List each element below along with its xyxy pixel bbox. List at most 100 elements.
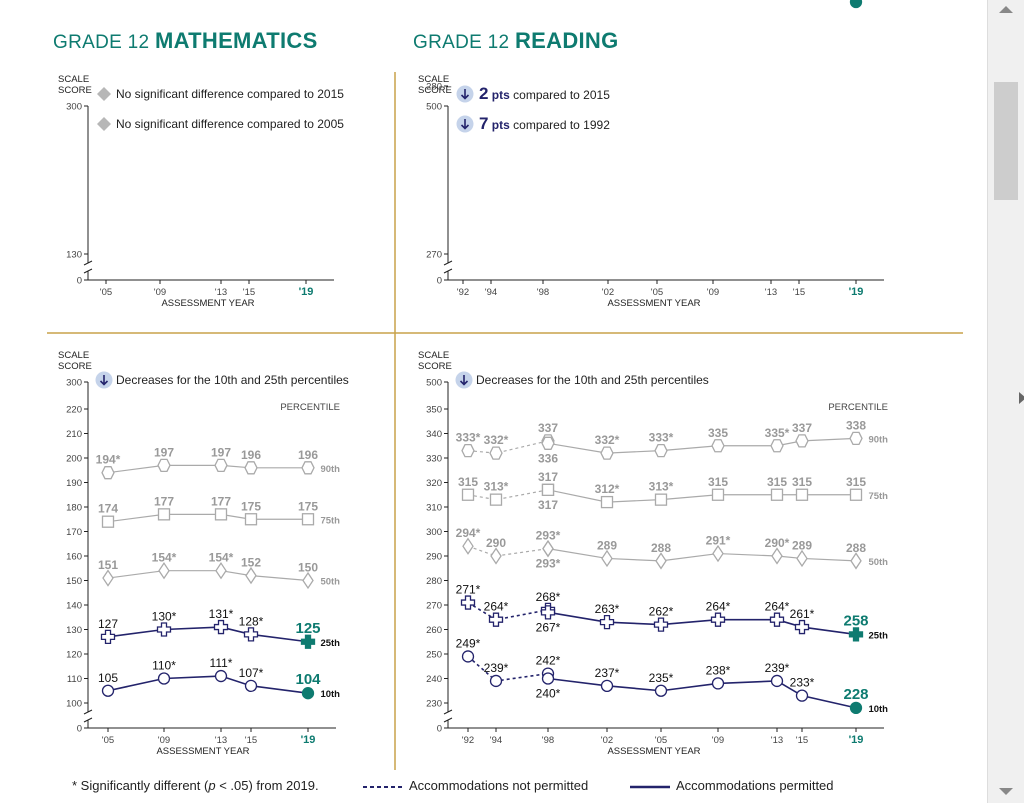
series-legend-label: 90th xyxy=(868,434,888,445)
data-label: 239* xyxy=(765,661,790,675)
y-axis-label-line2: SCORE xyxy=(418,361,452,372)
plus-marker xyxy=(488,612,504,627)
diamond-marker xyxy=(490,547,502,565)
x-tick-label: '05 xyxy=(102,735,114,746)
y-tick-label: 110 xyxy=(67,674,82,685)
square-marker xyxy=(157,508,171,521)
data-label: 335* xyxy=(765,426,790,440)
circle-marker xyxy=(301,687,315,700)
reading-title-prefix: GRADE 12 xyxy=(413,32,515,53)
y-tick-label: 170 xyxy=(66,527,82,538)
significance-footnote: * Significantly different (p < .05) from… xyxy=(72,778,319,793)
data-label: 110* xyxy=(152,659,176,673)
note-text: 7 pts compared to 1992 xyxy=(479,114,610,133)
scroll-down-arrow-icon[interactable] xyxy=(999,788,1013,795)
circle-marker xyxy=(795,689,809,702)
data-label: 150 xyxy=(298,561,318,575)
note-text: No significant difference compared to 20… xyxy=(116,87,344,101)
square-marker xyxy=(461,488,475,501)
square-marker xyxy=(101,515,115,528)
x-tick-label: '02 xyxy=(602,287,614,298)
hexagon-marker xyxy=(654,443,668,458)
data-label: 242* xyxy=(536,654,561,668)
data-label: 197 xyxy=(154,445,174,459)
hexagon-marker xyxy=(157,458,171,473)
y-tick-label: 140 xyxy=(66,0,82,3)
plus-marker xyxy=(848,627,864,642)
x-axis-label: ASSESSMENT YEAR xyxy=(607,746,700,757)
x-tick-label: '92 xyxy=(462,735,474,746)
note-points: 7 xyxy=(479,114,488,133)
data-label: 175 xyxy=(241,499,261,513)
x-tick-label: '13 xyxy=(215,287,227,298)
down-arrow-glyph xyxy=(460,89,470,100)
data-label: 289 xyxy=(597,538,617,552)
scrollbar-thumb[interactable] xyxy=(994,82,1018,200)
y-axis-label-line1: SCALE xyxy=(418,350,449,361)
x-tick-label: '09 xyxy=(712,735,724,746)
scroll-up-arrow-icon[interactable] xyxy=(999,6,1013,13)
hexagon-marker xyxy=(244,461,258,475)
diamond-marker xyxy=(158,562,170,580)
y-tick-label: 130 xyxy=(66,625,82,636)
y-tick-label: 290 xyxy=(426,552,442,563)
data-label: 262* xyxy=(649,605,674,619)
circle-marker xyxy=(654,684,668,697)
hexagon-marker xyxy=(489,446,503,460)
vertical-scrollbar[interactable] xyxy=(987,0,1024,803)
data-label: 228 xyxy=(843,686,868,703)
data-label: 337 xyxy=(792,421,812,435)
data-label: 338 xyxy=(846,418,866,432)
down-arrow-glyph xyxy=(459,375,469,386)
y-tick-label: 330 xyxy=(426,454,442,465)
x-tick-label: '94 xyxy=(485,287,497,298)
data-label: 258 xyxy=(843,612,868,629)
legend-not-permitted: Accommodations not permitted xyxy=(363,778,588,793)
circle-marker xyxy=(489,674,503,688)
charts-canvas: SCALESCORE0130140150160170180300'05'09'1… xyxy=(47,0,963,770)
x-tick-label: '15 xyxy=(793,287,805,298)
legend-permitted-label: Accommodations permitted xyxy=(676,778,834,793)
down-arrow-glyph xyxy=(99,375,109,386)
data-label: 239* xyxy=(484,661,509,675)
circle-marker xyxy=(244,679,258,692)
data-label: 313* xyxy=(649,480,674,494)
circle-marker xyxy=(157,672,171,685)
square-marker xyxy=(489,493,503,506)
y-tick-label: 280 xyxy=(426,576,442,587)
x-tick-label: '19 xyxy=(299,286,314,298)
data-label: 264* xyxy=(484,600,509,614)
plus-marker xyxy=(300,634,316,649)
data-label: 336 xyxy=(538,451,558,465)
series-legend-label: 90th xyxy=(320,464,340,475)
x-tick-label: '19 xyxy=(849,286,864,298)
diamond-marker xyxy=(462,537,474,555)
right-arrow-icon[interactable] xyxy=(1019,392,1024,404)
circle-marker xyxy=(711,677,725,690)
plus-marker xyxy=(599,615,615,630)
data-label: 107* xyxy=(239,666,264,680)
y-tick-label: 270 xyxy=(426,250,442,261)
data-label: 333* xyxy=(649,431,674,445)
reading-title: GRADE 12 READING xyxy=(413,28,619,54)
plus-marker xyxy=(243,627,259,642)
series-line xyxy=(107,513,308,523)
y-tick-label: 160 xyxy=(66,552,82,563)
data-label: 233* xyxy=(790,676,815,690)
reading-title-subject: READING xyxy=(514,28,619,53)
hexagon-marker xyxy=(849,431,863,446)
data-label: 267* xyxy=(536,620,561,634)
x-tick-label: '09 xyxy=(154,287,166,298)
square-marker xyxy=(711,488,725,501)
data-label: 317 xyxy=(538,470,558,484)
y-axis-label-line1: SCALE xyxy=(58,74,89,85)
x-tick-label: '98 xyxy=(542,735,554,746)
series-legend-label: 10th xyxy=(868,704,888,715)
x-tick-label: '09 xyxy=(158,735,170,746)
x-tick-label: '19 xyxy=(849,734,864,746)
data-label: 131* xyxy=(209,607,234,621)
